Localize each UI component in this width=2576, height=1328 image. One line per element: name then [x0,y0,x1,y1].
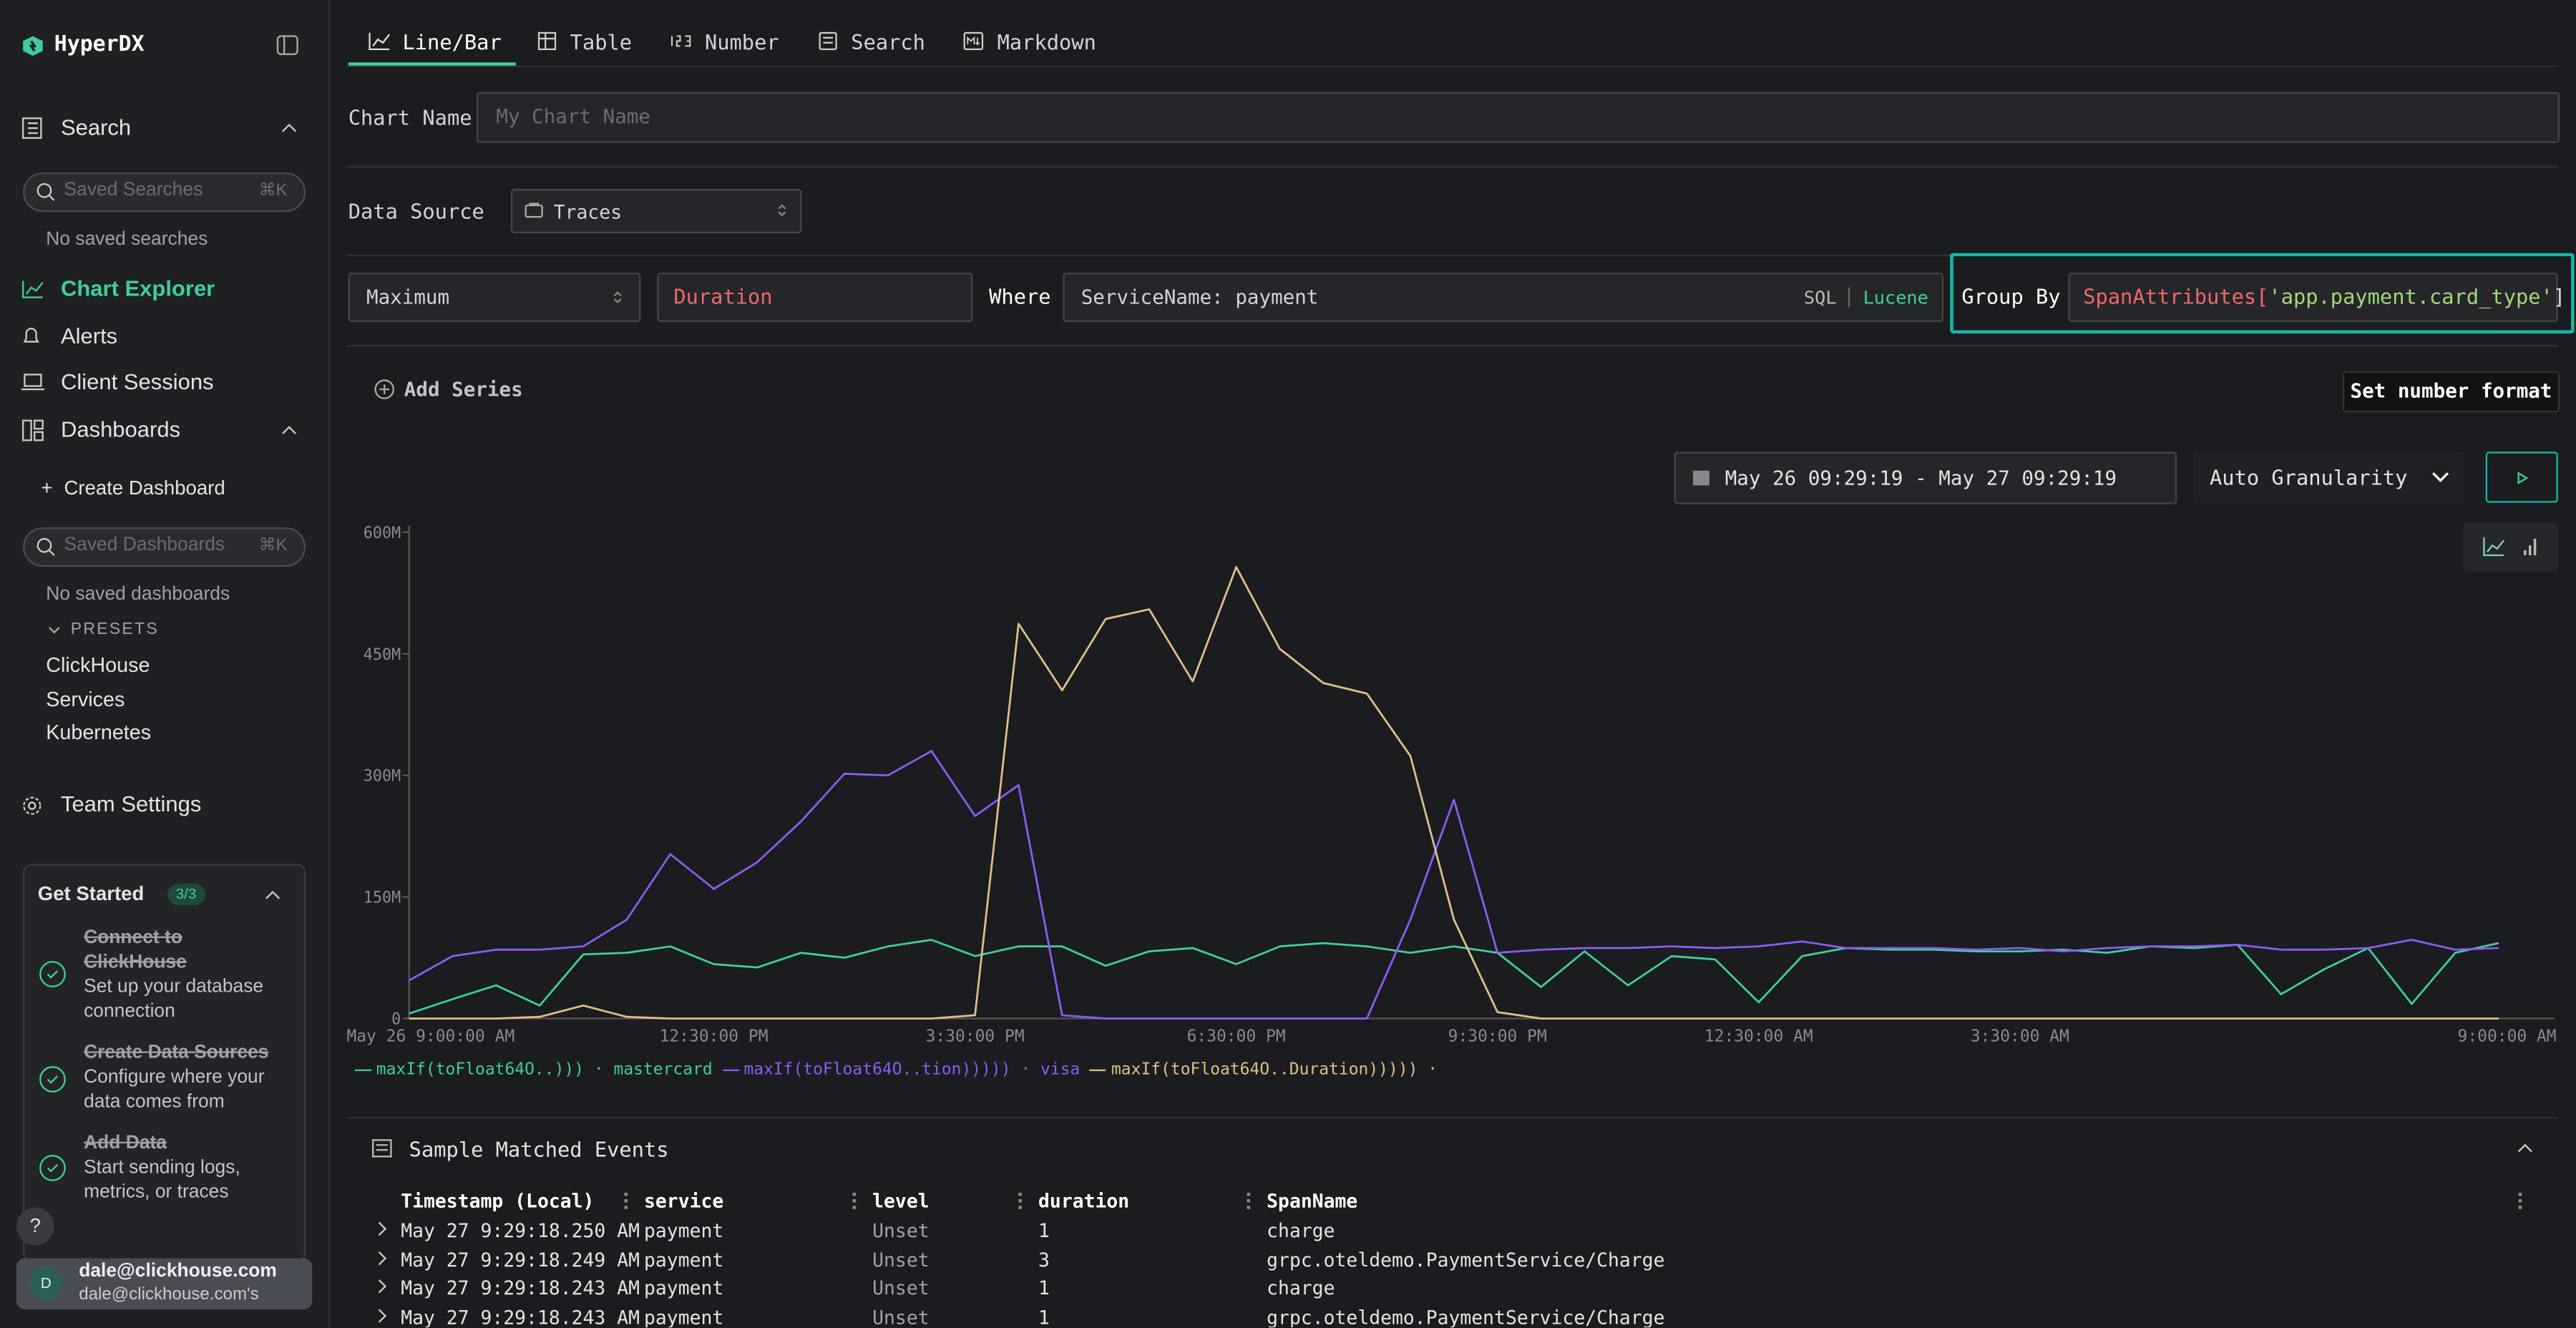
user-email: dale@clickhouse.com [79,1261,277,1281]
y-tick-label: 150M [364,889,401,907]
y-tick-label: 450M [364,646,401,664]
x-tick-label: 3:30:00 PM [926,1027,1025,1046]
cell: grpc.oteldemo.PaymentService/Charge [1267,1305,1664,1327]
legend-item: maxIf(toFloat64O..Duration))))) · [1090,1061,1438,1079]
column-menu [1018,1193,1025,1209]
user-team: dale@clickhouse.com's [79,1284,259,1304]
legend: maxIf(toFloat64O..))) · mastercard maxIf(… [355,1061,1448,1079]
series-line [409,751,2499,1019]
legend-item: maxIf(toFloat64O..))) · mastercard [355,1061,713,1079]
legend-label: maxIf(toFloat64O..))) · mastercard [376,1061,713,1079]
legend-swatch [355,1068,371,1070]
cell: payment [644,1305,723,1327]
avatar: D [29,1266,62,1299]
step-text: Start sending logs, metrics, or traces [84,1156,288,1206]
help-button[interactable]: ? [16,1208,54,1246]
x-tick-label: 3:30:00 AM [1971,1027,2069,1046]
cell: 1 [1038,1219,1050,1242]
cell: grpc.oteldemo.PaymentService/Charge [1267,1248,1664,1271]
x-tick-label: 9:00:00 AM [2458,1027,2557,1046]
expand-row [373,1251,386,1264]
legend-label: maxIf(toFloat64O..tion))))) · visa [743,1061,1080,1079]
legend-swatch [723,1068,739,1070]
step-title: Add Data [84,1132,288,1156]
x-tick-label: 12:30:00 AM [1704,1027,1813,1046]
table-menu [2519,1193,2525,1209]
cell: charge [1267,1219,1335,1242]
column-header: duration [1038,1189,1129,1212]
expand-row [373,1279,386,1293]
user-menu[interactable]: D dale@clickhouse.com dale@clickhouse.co… [16,1259,312,1309]
column-menu [853,1193,859,1209]
cell: 1 [1038,1276,1050,1299]
expand-row [373,1222,386,1236]
y-tick-label: 600M [364,524,401,542]
events-table: Timestamp (Local) service level duration Spa… [365,1186,2550,1327]
column-menu [624,1193,630,1209]
cell: charge [1267,1276,1335,1299]
cell: Unset [872,1305,929,1327]
cell: May 27 9:29:18.249 AM [401,1248,640,1271]
divider [346,1117,2557,1118]
x-tick-label: 12:30:00 PM [660,1027,769,1046]
x-tick-label: 9:30:00 PM [1448,1027,1547,1046]
section-title: Sample Matched Events [409,1137,669,1161]
cell: May 27 9:29:18.250 AM [401,1219,640,1242]
expand-row [373,1308,386,1322]
series-line [409,939,2499,1013]
column-header: level [872,1189,929,1212]
x-tick-label: May 26 9:00:00 AM [346,1027,514,1046]
chart: 0 150M 300M 450M 600M May 26 9:00:00 AM 12:30:… [0,0,2576,1117]
legend-label: maxIf(toFloat64O..Duration))))) · [1111,1061,1438,1079]
cell: payment [644,1248,723,1271]
x-tick-label: 6:30:00 PM [1187,1027,1286,1046]
step: Add DataStart sending logs, metrics, or … [84,1132,288,1206]
cell: Unset [872,1248,929,1271]
column-header: service [644,1189,723,1212]
column-header: SpanName [1267,1189,1357,1212]
legend-swatch [1090,1068,1106,1070]
y-tick-label: 0 [391,1011,401,1029]
column-header: Timestamp (Local) [401,1189,594,1212]
cell: 1 [1038,1305,1050,1327]
legend-item: maxIf(toFloat64O..tion))))) · visa [723,1061,1080,1079]
cell: May 27 9:29:18.243 AM [401,1276,640,1299]
column-menu [1247,1193,1254,1209]
cell: payment [644,1276,723,1299]
icon [371,1138,393,1158]
cell: Unset [872,1219,929,1242]
cell: May 27 9:29:18.243 AM [401,1305,640,1327]
cell: Unset [872,1276,929,1299]
cell: payment [644,1219,723,1242]
y-tick-label: 300M [364,768,401,786]
chevron[interactable] [2517,1142,2533,1153]
series-line [409,567,2499,1019]
cell: 3 [1038,1248,1050,1271]
